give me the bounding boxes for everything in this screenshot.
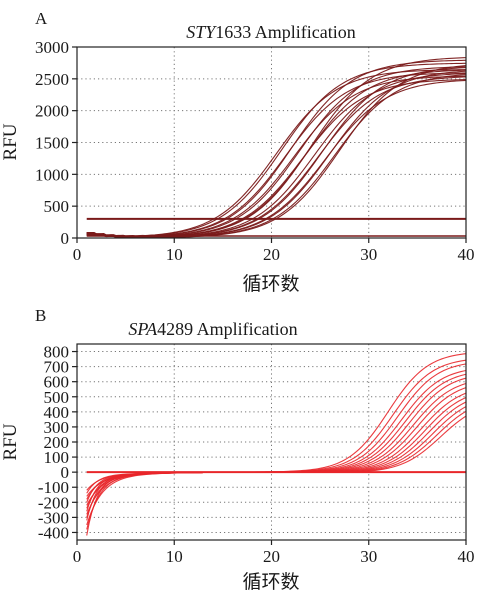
panel-a: A STY1633 Amplification 0500100015002000… (0, 9, 475, 295)
series-line (86, 57, 467, 238)
title-gene-b: SPA (128, 319, 158, 339)
x-tick-label: 20 (263, 245, 280, 264)
x-tick-label: 20 (263, 547, 280, 566)
panel-label-b: B (35, 306, 46, 325)
title-rest-a: 1633 Amplification (215, 22, 355, 42)
x-tick-label: 40 (458, 547, 475, 566)
panel-b: B SPA4289 Amplification -400-300-200-100… (0, 306, 475, 593)
x-tick-label: 40 (458, 245, 475, 264)
x-ticks-b: 0 10 20 30 40 (73, 540, 475, 566)
y-tick-label: 2500 (35, 70, 69, 89)
y-tick-label: 700 (44, 358, 70, 377)
y-tick-label: 0 (61, 463, 70, 482)
x-tick-label: 10 (166, 245, 183, 264)
y-tick-label: -200 (38, 493, 69, 512)
series-line (86, 69, 467, 237)
y-tick-label: 600 (44, 373, 70, 392)
series-group-a (86, 57, 467, 239)
x-tick-label: 0 (73, 547, 82, 566)
chart-title-b: SPA4289 Amplification (128, 319, 297, 339)
title-rest-b: 4289 Amplification (157, 319, 297, 339)
series-line (86, 353, 467, 536)
series-line (86, 62, 467, 237)
x-tick-label: 30 (360, 245, 377, 264)
y-tick-label: 500 (44, 388, 70, 407)
series-line (86, 382, 467, 512)
y-axis-title-b: RFU (0, 423, 21, 460)
grid-a (77, 47, 466, 238)
series-line (86, 387, 467, 509)
x-tick-label: 30 (360, 547, 377, 566)
grid-b (77, 344, 466, 540)
title-gene-a: STY (186, 22, 217, 42)
y-tick-label: -400 (38, 523, 69, 542)
series-group-b (86, 353, 467, 536)
x-ticks-a: 0 10 20 30 40 (73, 238, 475, 264)
y-ticks-b: -400-300-200-100010020030040050060070080… (38, 343, 77, 542)
series-line (86, 66, 467, 238)
chart-title-a: STY1633 Amplification (186, 22, 356, 42)
y-tick-label: 500 (44, 197, 70, 216)
y-tick-label: 200 (44, 433, 70, 452)
x-tick-label: 0 (73, 245, 82, 264)
series-line (86, 359, 467, 530)
x-tick-label: 10 (166, 547, 183, 566)
series-line (86, 363, 467, 526)
panel-label-a: A (35, 9, 48, 28)
y-tick-label: 100 (44, 448, 70, 467)
y-ticks-a: 0 500 1000 1500 2000 2500 3000 (35, 38, 77, 248)
series-line (86, 59, 467, 238)
y-tick-label: 3000 (35, 38, 69, 57)
y-tick-label: 400 (44, 403, 70, 422)
y-tick-label: 1500 (35, 134, 69, 153)
series-line (86, 397, 467, 503)
y-tick-label: 2000 (35, 102, 69, 121)
y-tick-label: -300 (38, 508, 69, 527)
y-axis-title-a: RFU (0, 123, 21, 160)
y-tick-label: 1000 (35, 165, 69, 184)
x-axis-title-a: 循环数 (242, 273, 299, 295)
y-tick-label: 0 (61, 229, 70, 248)
y-tick-label: 800 (44, 343, 70, 362)
y-tick-label: -100 (38, 478, 69, 497)
x-axis-title-b: 循环数 (242, 571, 299, 593)
y-tick-label: 300 (44, 418, 70, 437)
